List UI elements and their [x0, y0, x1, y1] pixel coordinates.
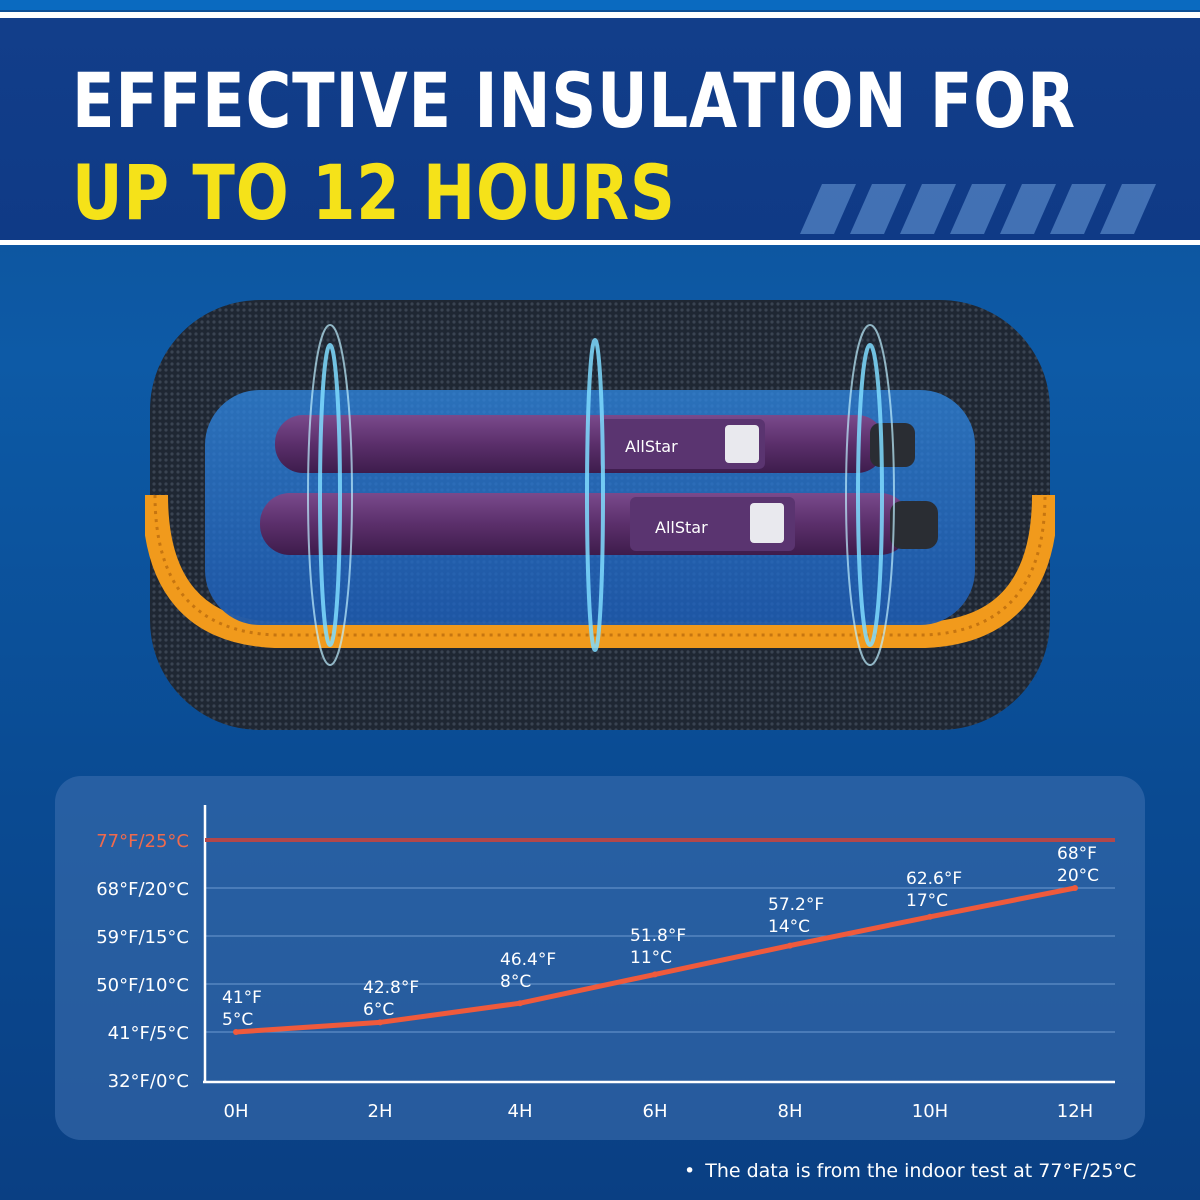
pen-brand-label-2: AllStar: [655, 518, 708, 537]
footnote: • The data is from the indoor test at 77°…: [684, 1160, 1136, 1182]
bullet-icon: •: [684, 1160, 696, 1182]
decorative-stripes: [800, 184, 1156, 234]
header-divider: [0, 240, 1200, 245]
insulin-pen-2: AllStar: [260, 493, 938, 555]
footnote-text: The data is from the indoor test at 77°F…: [705, 1160, 1137, 1182]
insulin-pen-1: AllStar: [275, 415, 915, 473]
insulated-case-illustration: AllStar AllStar: [145, 300, 1055, 730]
headline-line-1: EFFECTIVE INSULATION FOR: [72, 56, 1076, 145]
top-divider: [0, 12, 1200, 18]
pen-brand-label-1: AllStar: [625, 437, 678, 456]
chart-panel: [55, 776, 1145, 1140]
headline-line-2: UP TO 12 HOURS: [72, 148, 676, 237]
header-banner: EFFECTIVE INSULATION FOR UP TO 12 HOURS: [0, 18, 1200, 240]
cold-ring-effect: [318, 338, 884, 652]
top-accent-stripe: [0, 0, 1200, 10]
